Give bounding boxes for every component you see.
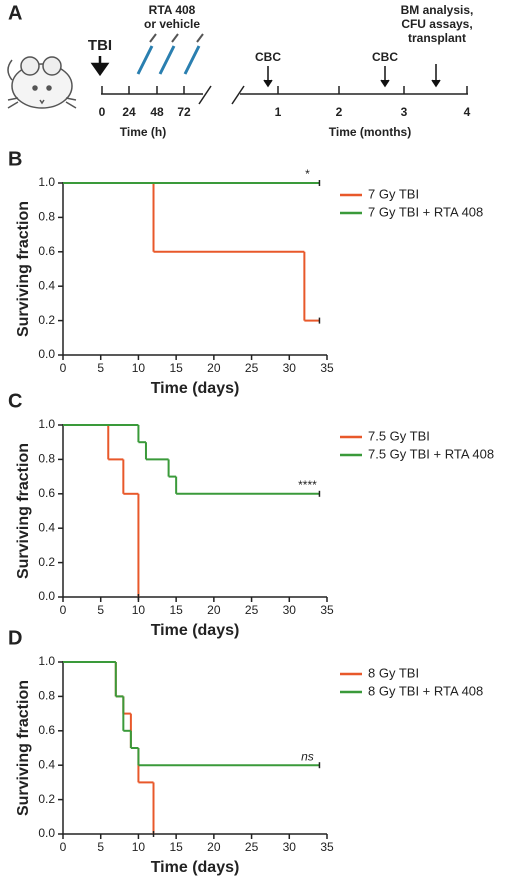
x-axis-title: Time (days) bbox=[151, 859, 240, 876]
x-tick-label: 25 bbox=[245, 603, 259, 617]
timeline-diagram: A TBI RTA 408 or vehicle 0 24 48 72 Time… bbox=[7, 2, 474, 139]
y-tick-label: 1.0 bbox=[38, 417, 55, 431]
endpoint-label: transplant bbox=[408, 31, 466, 45]
y-tick-label: 1.0 bbox=[38, 654, 55, 668]
x-tick-label: 25 bbox=[245, 361, 259, 375]
month-tick-label: 3 bbox=[401, 105, 408, 119]
y-tick-label: 0.6 bbox=[38, 723, 55, 737]
legend-label: 7.5 Gy TBI bbox=[368, 428, 430, 443]
x-tick-label: 15 bbox=[169, 603, 183, 617]
panel-label: A bbox=[8, 2, 22, 24]
legend-label: 7 Gy TBI + RTA 408 bbox=[368, 204, 483, 219]
month-axis-title: Time (months) bbox=[329, 125, 411, 139]
x-tick-label: 35 bbox=[320, 840, 334, 854]
event-arrow bbox=[380, 66, 390, 88]
hour-axis-title: Time (h) bbox=[120, 125, 166, 139]
x-tick-label: 15 bbox=[169, 361, 183, 375]
event-arrow bbox=[431, 64, 441, 88]
survival-chart: C 0.0 0.2 0.4 0.6 0.8 1.0 0 5 10 15 20 25 30 35 Time (d… bbox=[8, 390, 494, 639]
x-tick-label: 5 bbox=[97, 840, 104, 854]
y-tick-label: 0.2 bbox=[38, 555, 55, 569]
y-tick-label: 0.8 bbox=[38, 452, 55, 466]
x-tick-label: 10 bbox=[132, 840, 146, 854]
y-tick-label: 0.6 bbox=[38, 244, 55, 258]
x-axis-title: Time (days) bbox=[151, 380, 240, 397]
y-axis-title: Surviving fraction bbox=[15, 680, 32, 816]
y-tick-label: 1.0 bbox=[38, 175, 55, 189]
x-tick-label: 30 bbox=[283, 361, 297, 375]
legend-label: 7 Gy TBI bbox=[368, 186, 419, 201]
hour-tick-label: 48 bbox=[150, 105, 164, 119]
x-axis-title: Time (days) bbox=[151, 622, 240, 639]
month-tick-label: 2 bbox=[336, 105, 343, 119]
y-tick-label: 0.8 bbox=[38, 210, 55, 224]
significance-annotation: ns bbox=[301, 749, 314, 763]
panel-label: B bbox=[8, 148, 22, 170]
axis-break bbox=[198, 85, 212, 105]
x-tick-label: 25 bbox=[245, 840, 259, 854]
panel-label: D bbox=[8, 627, 22, 649]
hour-ticks bbox=[101, 86, 185, 94]
event-label: CBC bbox=[255, 50, 281, 64]
event-label: CBC bbox=[372, 50, 398, 64]
tbi-arrow bbox=[90, 56, 110, 77]
x-tick-label: 30 bbox=[283, 840, 297, 854]
hour-tick-label: 72 bbox=[177, 105, 191, 119]
y-tick-label: 0.8 bbox=[38, 689, 55, 703]
y-tick-label: 0.4 bbox=[38, 278, 55, 292]
endpoint-label: CFU assays, bbox=[401, 17, 472, 31]
y-tick-label: 0.4 bbox=[38, 757, 55, 771]
month-ticks bbox=[277, 86, 468, 94]
x-tick-label: 10 bbox=[132, 361, 146, 375]
x-tick-label: 15 bbox=[169, 840, 183, 854]
y-tick-label: 0.6 bbox=[38, 486, 55, 500]
x-tick-label: 35 bbox=[320, 603, 334, 617]
treatment-label: or vehicle bbox=[144, 17, 200, 31]
event-arrow bbox=[263, 66, 273, 88]
x-tick-label: 5 bbox=[97, 603, 104, 617]
treatment-label: RTA 408 bbox=[149, 3, 196, 17]
legend-label: 7.5 Gy TBI + RTA 408 bbox=[368, 446, 494, 461]
month-tick-label: 4 bbox=[464, 105, 471, 119]
tbi-label: TBI bbox=[88, 37, 112, 54]
x-tick-label: 0 bbox=[60, 840, 67, 854]
axis-break bbox=[231, 85, 245, 105]
x-tick-label: 20 bbox=[207, 361, 221, 375]
x-tick-label: 35 bbox=[320, 361, 334, 375]
endpoint-label: BM analysis, bbox=[401, 3, 474, 17]
x-tick-label: 0 bbox=[60, 361, 67, 375]
x-tick-label: 5 bbox=[97, 361, 104, 375]
y-tick-label: 0.0 bbox=[38, 826, 55, 840]
x-tick-label: 10 bbox=[132, 603, 146, 617]
significance-annotation: * bbox=[305, 167, 310, 181]
y-tick-label: 0.4 bbox=[38, 520, 55, 534]
y-axis-title: Surviving fraction bbox=[15, 201, 32, 337]
y-tick-label: 0.2 bbox=[38, 792, 55, 806]
legend-label: 8 Gy TBI + RTA 408 bbox=[368, 683, 483, 698]
x-tick-label: 30 bbox=[283, 603, 297, 617]
x-tick-label: 20 bbox=[207, 840, 221, 854]
legend-label: 8 Gy TBI bbox=[368, 665, 419, 680]
hour-tick-label: 24 bbox=[122, 105, 136, 119]
month-tick-label: 1 bbox=[275, 105, 282, 119]
mouse-icon bbox=[7, 56, 77, 109]
syringes bbox=[136, 33, 204, 75]
x-tick-label: 20 bbox=[207, 603, 221, 617]
panel-label: C bbox=[8, 390, 22, 412]
y-tick-label: 0.2 bbox=[38, 313, 55, 327]
survival-chart: B 0.0 0.2 0.4 0.6 0.8 1.0 0 5 10 15 20 25 30 35 Time (d… bbox=[8, 148, 483, 397]
y-tick-label: 0.0 bbox=[38, 347, 55, 361]
y-axis-title: Surviving fraction bbox=[15, 443, 32, 579]
hour-tick-label: 0 bbox=[99, 105, 106, 119]
y-tick-label: 0.0 bbox=[38, 589, 55, 603]
x-tick-label: 0 bbox=[60, 603, 67, 617]
survival-chart: D 0.0 0.2 0.4 0.6 0.8 1.0 0 5 10 15 20 25 30 35 Time (d… bbox=[8, 627, 483, 876]
significance-annotation: **** bbox=[298, 478, 317, 492]
